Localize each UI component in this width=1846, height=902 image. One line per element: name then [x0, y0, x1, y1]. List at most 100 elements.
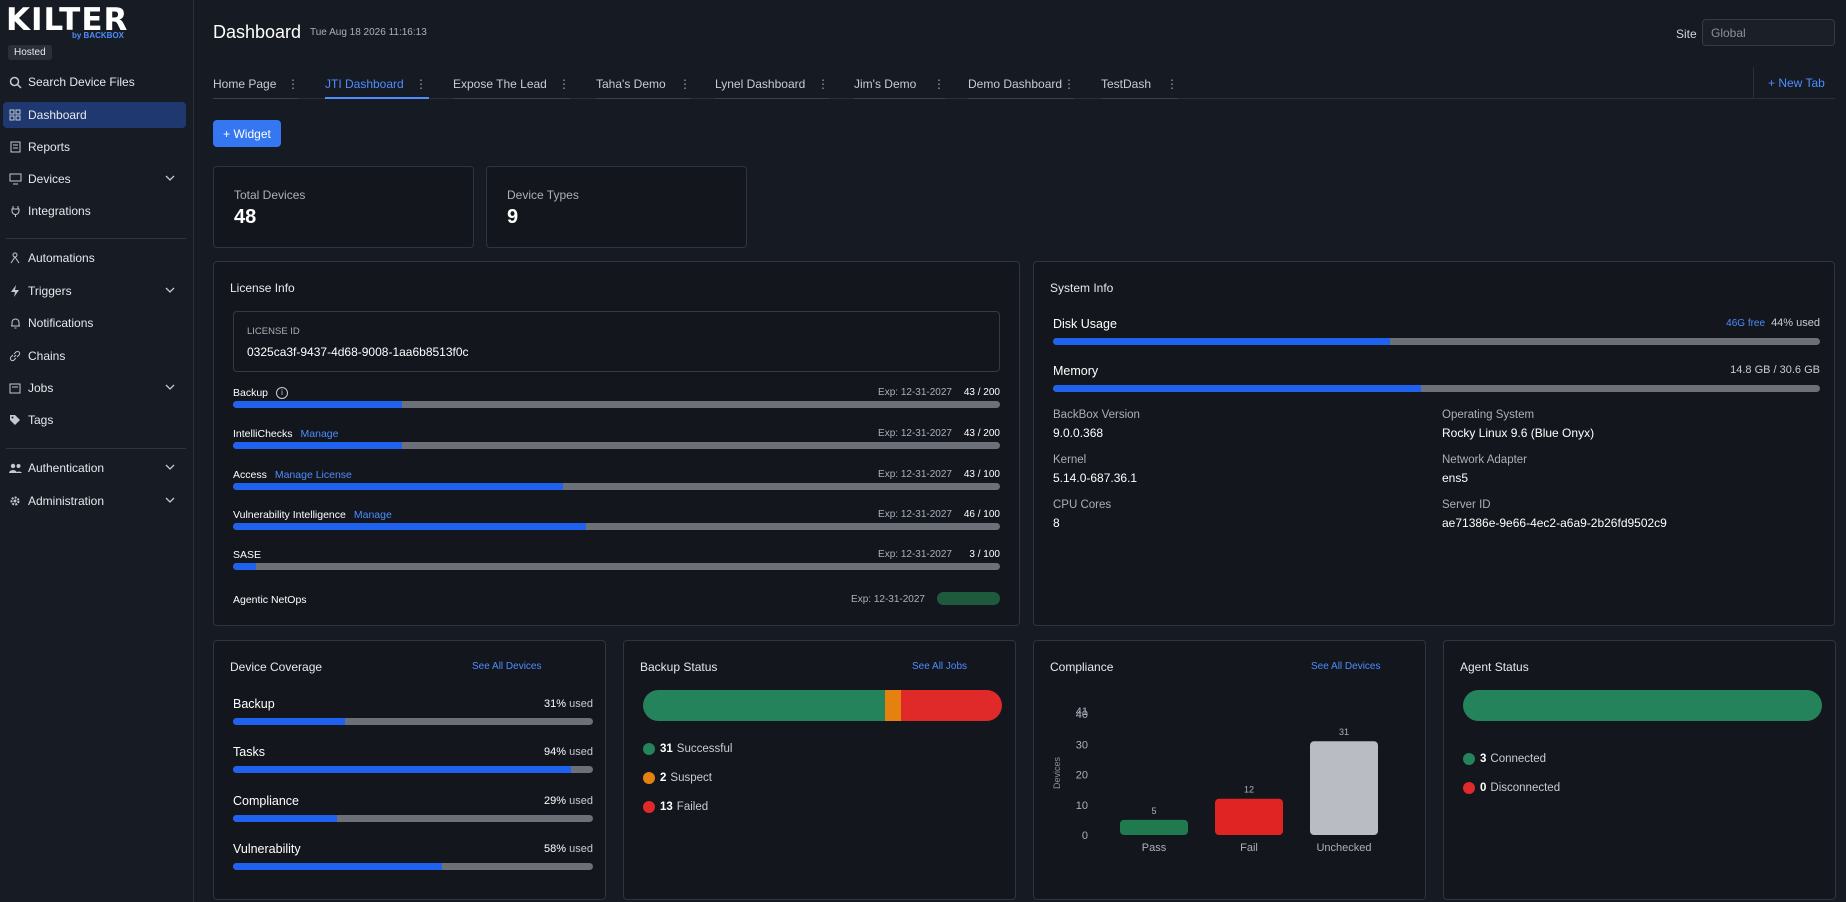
sidebar-item-label: Devices — [28, 172, 71, 186]
coverage-suffix: used — [569, 746, 593, 758]
license-status-pill — [937, 592, 1000, 605]
tab-testdash[interactable]: TestDash ⋮ — [1101, 67, 1178, 99]
license-usage-bar — [233, 483, 1000, 490]
monitor-icon — [8, 172, 22, 186]
backup-segment-failed[interactable] — [900, 690, 1002, 721]
tab-lynel-dashboard[interactable]: Lynel Dashboard ⋮ — [715, 67, 829, 99]
more-icon[interactable]: ⋮ — [933, 77, 945, 91]
kilter-logo[interactable]: KILTER — [6, 2, 129, 38]
more-icon[interactable]: ⋮ — [558, 77, 570, 91]
bar-pass[interactable] — [1120, 819, 1188, 835]
tab-home-page[interactable]: Home Page ⋮ — [213, 67, 299, 99]
coverage-pct: 29% — [544, 795, 567, 807]
more-icon[interactable]: ⋮ — [287, 77, 299, 91]
license-usage-fill — [233, 483, 563, 490]
license-usage-fill — [233, 563, 256, 570]
more-icon[interactable]: ⋮ — [679, 77, 691, 91]
sidebar-item-notifications[interactable]: Notifications — [3, 310, 186, 336]
license-id-label: LICENSE ID — [247, 326, 300, 337]
field-value: 9.0.0.368 — [1053, 426, 1104, 440]
chevron-down-icon[interactable] — [164, 381, 178, 395]
license-manage-link[interactable]: Manage — [353, 509, 392, 521]
coverage-value: 58% used — [544, 843, 593, 855]
license-exp: Exp: 12-31-2027 — [878, 469, 952, 480]
sidebar-item-administration[interactable]: Administration — [3, 488, 186, 514]
sidebar-item-integrations[interactable]: Integrations — [3, 198, 186, 224]
license-manage-link[interactable]: Manage License — [274, 469, 352, 481]
tab-label: Demo Dashboard — [968, 77, 1063, 91]
legend-count: 13 — [660, 801, 673, 813]
chevron-down-icon[interactable] — [164, 461, 178, 475]
tab-tahas-demo[interactable]: Taha's Demo ⋮ — [596, 67, 691, 99]
y-tick-label: 30 — [1076, 739, 1088, 751]
add-widget-button[interactable]: + Widget — [213, 120, 281, 147]
site-label: Site — [1676, 27, 1697, 41]
sidebar-item-chains[interactable]: Chains — [3, 343, 186, 369]
new-tab-button[interactable]: + New Tab — [1753, 67, 1845, 99]
sidebar-item-triggers[interactable]: Triggers — [3, 278, 186, 304]
memory-bar — [1053, 385, 1820, 392]
card-title: Backup Status — [640, 660, 718, 674]
chevron-down-icon[interactable] — [164, 284, 178, 298]
tab-jims-demo[interactable]: Jim's Demo ⋮ — [854, 67, 945, 99]
sidebar-item-automations[interactable]: Automations — [3, 245, 186, 271]
bar-unchecked[interactable] — [1310, 741, 1378, 835]
coverage-fill — [233, 718, 345, 725]
field-value: 5.14.0-687.36.1 — [1053, 471, 1138, 485]
sidebar-item-devices[interactable]: Devices — [3, 166, 186, 192]
sidebar-item-tags[interactable]: Tags — [3, 407, 186, 433]
stat-label: Total Devices — [234, 188, 306, 202]
coverage-pct: 58% — [544, 843, 567, 855]
more-icon[interactable]: ⋮ — [817, 77, 829, 91]
backup-segment-successful[interactable] — [643, 690, 885, 721]
coverage-name: Tasks — [233, 745, 265, 759]
coverage-bar — [233, 863, 593, 870]
agent-segment-connected[interactable] — [1463, 690, 1822, 721]
legend-dot — [643, 801, 655, 813]
sidebar-item-search-device-files[interactable]: Search Device Files — [3, 69, 186, 95]
site-select[interactable] — [1702, 19, 1835, 46]
sidebar-item-label: Chains — [28, 349, 66, 363]
disk-free: 46G free — [1726, 318, 1766, 329]
y-tick-label: 20 — [1076, 770, 1088, 782]
info-icon[interactable]: i — [276, 387, 289, 400]
backbox-logo: by BACKBOX — [72, 31, 125, 40]
see-all-devices-link[interactable]: See All Devices — [472, 661, 542, 672]
sidebar-item-authentication[interactable]: Authentication — [3, 455, 186, 481]
y-tick-label: 40 — [1076, 709, 1088, 721]
chevron-down-icon[interactable] — [164, 494, 178, 508]
license-count: 43 / 200 — [963, 387, 1000, 398]
license-manage-link[interactable]: Manage — [300, 428, 339, 440]
more-icon[interactable]: ⋮ — [415, 77, 427, 91]
sidebar-item-reports[interactable]: Reports — [3, 134, 186, 160]
card-title: Agent Status — [1460, 660, 1529, 674]
sidebar-item-jobs[interactable]: Jobs — [3, 375, 186, 401]
coverage-fill — [233, 766, 572, 773]
backup-segment-suspect[interactable] — [884, 690, 901, 721]
chevron-down-icon[interactable] — [164, 172, 178, 186]
device-types-card[interactable]: Device Types 9 — [486, 166, 747, 248]
legend-failed: 13 Failed — [643, 801, 708, 813]
see-all-jobs-link[interactable]: See All Jobs — [912, 661, 968, 672]
y-tick-label: 0 — [1082, 830, 1088, 842]
bell-icon — [8, 316, 22, 330]
tab-expose-the-lead[interactable]: Expose The Lead ⋮ — [453, 67, 570, 99]
more-icon[interactable]: ⋮ — [1063, 77, 1075, 91]
field-label: CPU Cores — [1053, 499, 1112, 511]
more-icon[interactable]: ⋮ — [1166, 77, 1178, 91]
license-name: IntelliChecks Manage — [233, 428, 338, 440]
see-all-devices-link[interactable]: See All Devices — [1311, 661, 1381, 672]
sidebar-item-dashboard[interactable]: Dashboard — [3, 102, 186, 128]
disk-usage-value: 46G free 44% used — [1726, 317, 1820, 329]
coverage-value: 94% used — [544, 746, 593, 758]
legend-label: Failed — [676, 801, 709, 813]
total-devices-card[interactable]: Total Devices 48 — [213, 166, 474, 248]
tab-label: Home Page — [213, 77, 277, 91]
license-name-text: SASE — [233, 549, 262, 561]
bar-fail[interactable] — [1215, 798, 1283, 835]
license-usage-bar — [233, 442, 1000, 449]
tab-demo-dashboard[interactable]: Demo Dashboard ⋮ — [968, 67, 1075, 99]
tab-label: Expose The Lead — [453, 77, 547, 91]
tab-jti-dashboard[interactable]: JTI Dashboard ⋮ — [325, 67, 429, 99]
